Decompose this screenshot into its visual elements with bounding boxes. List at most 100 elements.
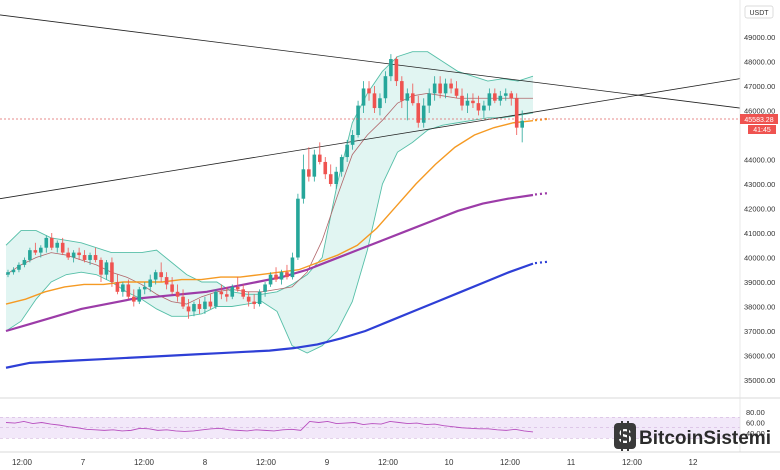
candle-body	[88, 255, 92, 260]
rsi-tick-label: 60.00	[746, 419, 765, 428]
candle-body	[219, 291, 224, 295]
rsi-tick-label: 40.00	[746, 429, 765, 438]
time-tick-label: 11	[567, 458, 576, 467]
candle-body	[126, 284, 131, 297]
candle-body	[66, 252, 70, 258]
candle-body	[230, 286, 235, 297]
candle-body	[405, 93, 410, 101]
candle-body	[153, 272, 158, 280]
candle-body	[164, 277, 169, 285]
candle-body	[279, 272, 284, 280]
candle-body	[6, 272, 10, 275]
candle-body	[389, 59, 393, 77]
candle-body	[454, 88, 459, 96]
candle-body	[115, 282, 120, 292]
candle-body	[378, 98, 382, 109]
candle-body	[104, 262, 109, 275]
current-price-tag	[740, 114, 778, 124]
candle-body	[44, 237, 49, 248]
candle-body	[22, 259, 27, 265]
candle-body	[290, 257, 295, 278]
candle-body	[93, 255, 98, 260]
price-tick-label: 41000.00	[744, 229, 775, 238]
candle-body	[498, 95, 503, 101]
time-tick-label: 8	[203, 458, 208, 467]
time-tick-label: 12:00	[622, 458, 643, 467]
candle-body	[443, 83, 448, 94]
candle-body	[175, 291, 180, 297]
currency-box[interactable]	[744, 5, 774, 19]
candle-body	[257, 291, 262, 305]
candle-body	[99, 259, 103, 275]
rsi-line	[5, 420, 534, 433]
candle-body	[82, 255, 87, 260]
trendline-1	[0, 14, 741, 109]
watermark: S BitcoinSistemi	[614, 421, 771, 451]
time-tick-label: 12:00	[256, 458, 277, 467]
candle-body	[383, 76, 388, 99]
price-tick-label: 38000.00	[744, 303, 775, 312]
candle-body	[493, 93, 497, 101]
candle-body	[28, 250, 32, 260]
candle-body	[471, 100, 475, 104]
candle-body	[339, 157, 344, 172]
price-tick-label: 46000.00	[744, 107, 775, 116]
current-price-label: 45583.28	[744, 117, 773, 124]
bollinger-fill	[6, 51, 533, 354]
moving-average-1	[5, 120, 534, 305]
time-tick-label: 12:00	[500, 458, 521, 467]
time-tick-label: 12:00	[134, 458, 155, 467]
candle-body	[77, 252, 81, 256]
candle-body	[39, 247, 43, 253]
candle-body	[476, 103, 481, 111]
price-tick-label: 47000.00	[744, 82, 775, 91]
candle-body	[214, 291, 218, 307]
candle-body	[60, 242, 65, 253]
price-tick-label: 49000.00	[744, 33, 775, 42]
candle-body	[356, 105, 360, 135]
candle-body	[514, 98, 519, 128]
candle-body	[71, 252, 76, 258]
candle-body	[121, 284, 125, 292]
moving-average-3-projection	[534, 260, 550, 265]
candle-body	[241, 289, 246, 297]
candle-body	[449, 83, 453, 89]
candle-body	[410, 93, 415, 104]
bollinger-middle	[5, 92, 533, 305]
moving-average-1-projection	[534, 117, 550, 122]
price-tick-label: 48000.00	[744, 58, 775, 67]
candle-body	[33, 250, 38, 253]
candle-body	[482, 105, 486, 111]
candle-body	[132, 296, 136, 302]
price-tick-label: 44000.00	[744, 156, 775, 165]
candle-body	[110, 262, 114, 282]
currency-label: USDT	[749, 10, 769, 17]
price-tick-label: 39000.00	[744, 278, 775, 287]
time-tick-label: 12:00	[12, 458, 33, 467]
time-tick-label: 10	[445, 458, 454, 467]
candle-body	[520, 120, 524, 128]
candle-body	[285, 272, 289, 278]
candle-body	[317, 154, 322, 162]
time-tick-label: 7	[81, 458, 86, 467]
candle-body	[307, 169, 311, 177]
price-tick-label: 42000.00	[744, 205, 775, 214]
moving-average-3	[5, 262, 534, 369]
candle-body	[509, 93, 514, 99]
candle-body	[159, 272, 163, 278]
candle-body	[372, 93, 377, 109]
price-tick-label: 37000.00	[744, 327, 775, 336]
price-tick-label: 35000.00	[744, 376, 775, 385]
candle-body	[427, 93, 431, 106]
countdown-label: 41:45	[753, 127, 771, 134]
price-tick-label: 36000.00	[744, 352, 775, 361]
candle-body	[328, 174, 333, 184]
candle-body	[400, 81, 404, 101]
candle-body	[186, 306, 191, 312]
rsi-tick-label: 80.00	[746, 408, 765, 417]
candle-body	[142, 286, 147, 290]
candle-body	[17, 264, 21, 270]
candle-body	[334, 171, 338, 184]
candle-body	[203, 301, 207, 309]
candle-body	[367, 88, 371, 94]
